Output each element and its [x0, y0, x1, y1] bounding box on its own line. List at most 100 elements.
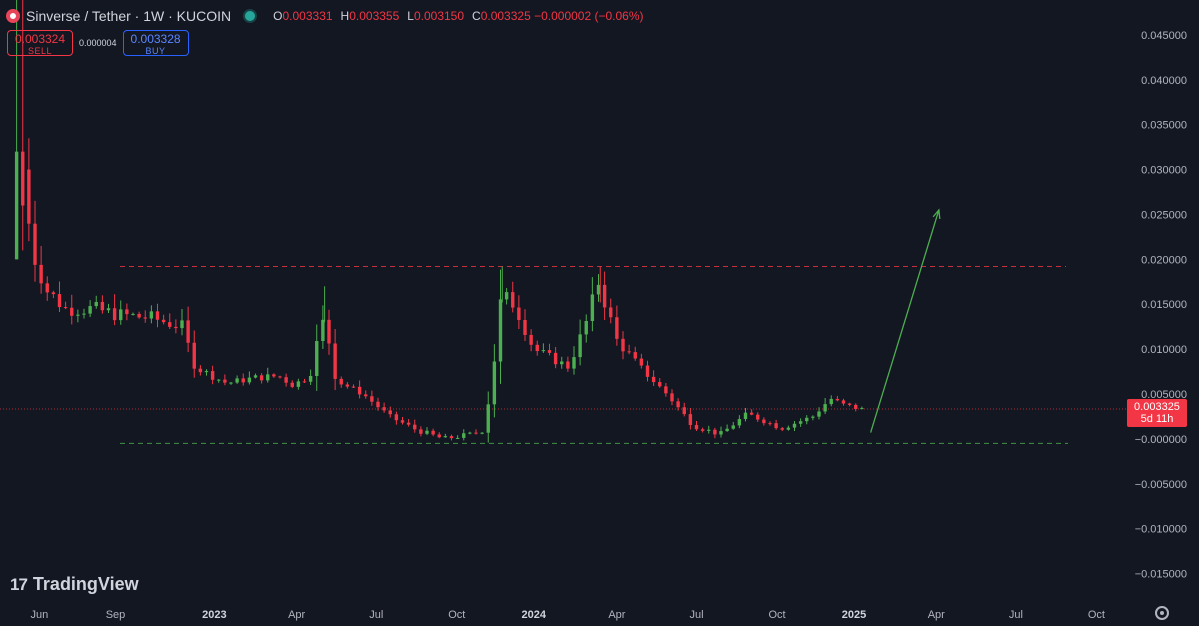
- candle-body: [217, 379, 221, 381]
- candle-body: [780, 428, 784, 430]
- x-tick-label: Jul: [369, 609, 383, 621]
- buy-button[interactable]: 0.003328 BUY: [122, 30, 189, 56]
- y-tick-label: −0.010000: [1135, 524, 1187, 536]
- candle-body: [247, 377, 252, 383]
- candle-body: [621, 338, 625, 352]
- candle-body: [731, 425, 735, 429]
- candle-body: [743, 412, 748, 420]
- candle-body: [382, 407, 386, 411]
- candle-body: [737, 419, 742, 426]
- spread-value: 0.000004: [79, 38, 117, 48]
- sell-label: SELL: [27, 46, 53, 56]
- candle-body: [143, 317, 147, 319]
- candle-body: [131, 313, 135, 315]
- last-price-value: 0.003325: [1134, 401, 1180, 413]
- candle-body: [835, 398, 840, 401]
- candle-body: [823, 404, 827, 412]
- candle-body: [719, 431, 723, 435]
- candle-body: [645, 365, 650, 377]
- y-tick-label: −0.000000: [1135, 434, 1187, 446]
- y-tick-label: −0.005000: [1135, 479, 1187, 491]
- candle-body: [223, 379, 227, 383]
- candle-body: [553, 352, 558, 365]
- candle-body: [137, 313, 141, 318]
- candle-body: [253, 375, 258, 378]
- candle-body: [406, 422, 411, 425]
- projection-arrowhead: [932, 208, 941, 220]
- candle-body: [70, 307, 74, 316]
- x-tick-label: Sep: [106, 609, 126, 621]
- candle-body: [51, 292, 56, 295]
- candle-body: [860, 408, 864, 410]
- candle-body: [351, 386, 356, 388]
- tradingview-logo[interactable]: 17 TradingView: [10, 574, 139, 595]
- candle-body: [125, 309, 129, 315]
- bar-countdown: 5d 11h: [1140, 413, 1174, 425]
- chart-header: Sinverse / Tether · 1W · KUCOIN O0.00333…: [6, 6, 644, 26]
- candle-body: [321, 319, 325, 342]
- candle-body: [498, 299, 503, 362]
- candle-body: [658, 382, 662, 387]
- candle-body: [774, 423, 778, 429]
- candle-body: [829, 398, 833, 405]
- candle-body: [455, 437, 460, 439]
- candle-body: [88, 306, 92, 314]
- candle-body: [198, 368, 203, 373]
- candle-body: [82, 313, 86, 315]
- candle-body: [639, 358, 644, 366]
- candle-body: [633, 352, 637, 359]
- x-tick-label: 2023: [202, 609, 226, 621]
- candle-body: [504, 292, 509, 300]
- candle-body: [547, 350, 552, 353]
- brand-text: TradingView: [32, 574, 139, 594]
- candle-body: [155, 311, 160, 320]
- candle-body: [370, 396, 374, 402]
- symbol-title[interactable]: Sinverse / Tether · 1W · KUCOIN: [26, 8, 232, 24]
- candle-body: [186, 320, 190, 343]
- candle-body: [76, 314, 80, 316]
- candle-body: [27, 169, 31, 224]
- ohlc-readout: O0.003331 H0.003355 L0.003150 C0.003325 …: [273, 9, 644, 23]
- candle-body: [480, 432, 484, 434]
- candle-body: [590, 294, 595, 322]
- settings-gear-icon[interactable]: [1155, 606, 1169, 620]
- candle-body: [449, 436, 454, 439]
- candle-body: [284, 377, 288, 383]
- candle-body: [14, 151, 19, 260]
- candle-body: [462, 433, 466, 438]
- candle-body: [119, 309, 123, 321]
- sell-price: 0.003324: [14, 32, 66, 46]
- last-price-tag: 0.003325 5d 11h: [1127, 399, 1187, 427]
- y-tick-label: 0.045000: [1141, 30, 1187, 42]
- candle-body: [180, 320, 184, 329]
- x-tick-label: Oct: [1088, 609, 1105, 621]
- candle-body: [302, 381, 307, 383]
- candle-body: [847, 403, 852, 405]
- candle-body: [443, 436, 448, 438]
- x-tick-label: 2025: [842, 609, 866, 621]
- candle-body: [529, 334, 533, 345]
- candle-body: [474, 432, 478, 434]
- candle-body: [210, 371, 215, 380]
- sell-button[interactable]: 0.003324 SELL: [7, 30, 73, 56]
- candle-body: [315, 341, 319, 376]
- candle-body: [339, 378, 343, 385]
- candle-body: [713, 429, 717, 435]
- market-status-icon[interactable]: [245, 11, 256, 21]
- candle-body: [492, 361, 497, 405]
- candle-body: [45, 283, 49, 293]
- candle-body: [413, 424, 417, 430]
- candle-body: [400, 420, 405, 423]
- candle-body: [805, 417, 809, 422]
- x-tick-label: Oct: [448, 609, 465, 621]
- y-tick-label: 0.040000: [1141, 75, 1187, 87]
- candle-body: [688, 414, 693, 425]
- candle-body: [149, 311, 154, 319]
- candle-body: [768, 423, 772, 425]
- candle-body: [523, 320, 527, 335]
- candle-body: [786, 427, 791, 430]
- candle-body: [259, 375, 264, 381]
- candle-body: [364, 394, 368, 397]
- candle-body: [694, 424, 699, 430]
